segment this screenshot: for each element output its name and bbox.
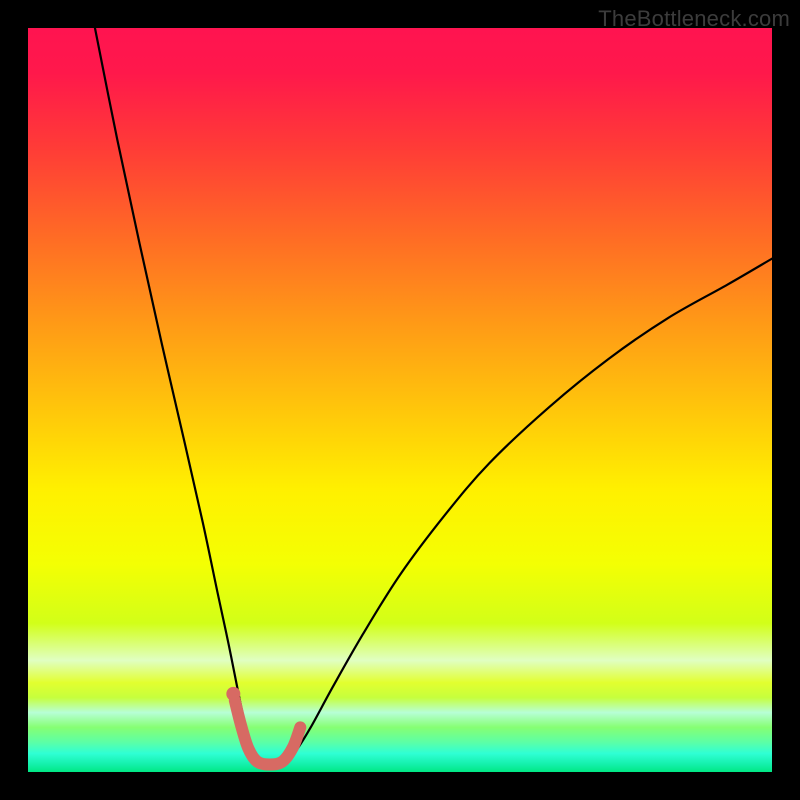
bottleneck-chart bbox=[0, 0, 800, 800]
gradient-panel bbox=[28, 28, 772, 772]
watermark-label: TheBottleneck.com bbox=[598, 6, 790, 32]
chart-container: TheBottleneck.com bbox=[0, 0, 800, 800]
